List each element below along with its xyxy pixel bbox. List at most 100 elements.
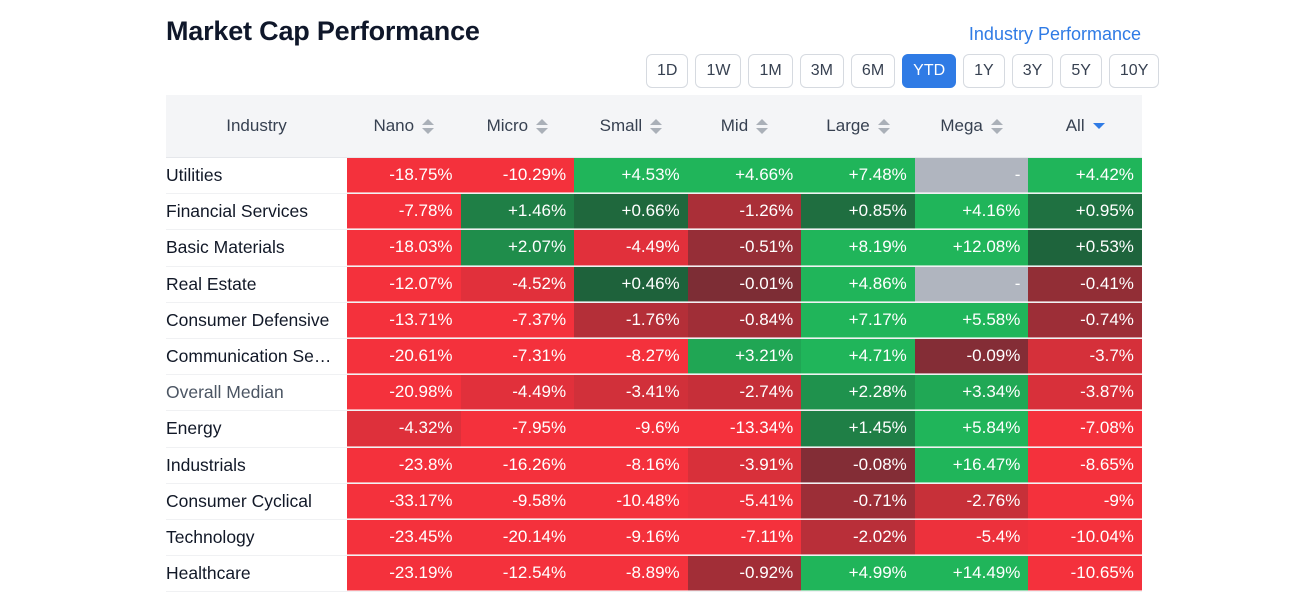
table-body: Utilities -18.75% -10.29% +4.53% +4.66% +7.48… <box>166 158 1142 593</box>
period-button-1y[interactable]: 1Y <box>963 54 1005 88</box>
column-header-mega[interactable]: Mega <box>915 95 1029 157</box>
row-label[interactable]: Industrials <box>166 454 246 475</box>
row-label[interactable]: Consumer Cyclical <box>166 490 312 511</box>
heatmap-cell: -0.74% <box>1028 302 1142 338</box>
period-button-6m[interactable]: 6M <box>850 54 896 88</box>
heatmap-cell: -23.19% <box>347 556 461 592</box>
heatmap-cell: -3.91% <box>687 447 802 483</box>
sort-arrows-icon[interactable] <box>1092 123 1105 129</box>
row-label[interactable]: Real Estate <box>166 273 257 294</box>
heatmap-cell: -2.74% <box>687 375 802 411</box>
sort-arrows-icon[interactable] <box>756 118 769 134</box>
row-label[interactable]: Utilities <box>166 165 223 186</box>
table-row: Consumer Defensive -13.71% -7.37% -1.76% -0.… <box>166 302 1142 339</box>
period-button-ytd[interactable]: YTD <box>902 54 957 88</box>
column-header-nano[interactable]: Nano <box>347 95 461 157</box>
heatmap-cell: -0.08% <box>801 447 915 483</box>
heatmap-cell: -9% <box>1028 483 1142 519</box>
heatmap-cell: -13.34% <box>687 411 802 447</box>
sort-arrows-icon[interactable] <box>536 118 549 134</box>
row-label[interactable]: Communication Se… <box>166 346 332 367</box>
heatmap-cell: -13.71% <box>347 302 461 338</box>
heatmap-cell: +0.46% <box>574 266 688 302</box>
column-header-micro[interactable]: Micro <box>461 95 575 157</box>
performance-heatmap: Industry Nano Micro Small Mid Large Mega All Ut… <box>166 95 1142 593</box>
sort-arrows-icon[interactable] <box>422 118 435 134</box>
heatmap-cell: -8.65% <box>1028 447 1142 483</box>
heatmap-cell: +2.28% <box>801 375 915 411</box>
column-header-small[interactable]: Small <box>574 95 688 157</box>
heatmap-cell: -0.51% <box>687 230 802 266</box>
row-label[interactable]: Technology <box>166 526 255 547</box>
heatmap-cell: -7.37% <box>460 302 575 338</box>
heatmap-cell: +3.21% <box>687 338 802 375</box>
heatmap-cell: -2.02% <box>801 519 915 556</box>
period-button-5y[interactable]: 5Y <box>1060 54 1102 88</box>
table-row: Communication Se… -20.61% -7.31% -8.27% +3.2… <box>166 338 1142 376</box>
heatmap-cell: -23.45% <box>347 519 461 556</box>
sort-arrows-icon[interactable] <box>990 118 1003 134</box>
table-row: Basic Materials -18.03% +2.07% -4.49% -0.51%… <box>166 230 1142 267</box>
row-label[interactable]: Consumer Defensive <box>166 309 330 330</box>
heatmap-cell: -1.76% <box>574 302 688 338</box>
heatmap-cell: -9.16% <box>574 519 688 556</box>
heatmap-cell: +14.49% <box>914 556 1029 592</box>
heatmap-cell: -3.7% <box>1028 338 1142 375</box>
heatmap-cell: -4.49% <box>574 230 688 266</box>
heatmap-cell: +4.71% <box>801 338 915 375</box>
heatmap-cell: -7.11% <box>687 519 802 556</box>
row-label[interactable]: Healthcare <box>166 563 251 584</box>
heatmap-cell: +2.07% <box>460 230 575 266</box>
column-header-label: Micro <box>486 116 529 135</box>
table-row: Healthcare -23.19% -12.54% -8.89% -0.92% +4.9… <box>166 556 1142 593</box>
sort-arrows-icon[interactable] <box>650 118 663 134</box>
row-label[interactable]: Basic Materials <box>166 237 285 258</box>
heatmap-cell: +3.34% <box>914 375 1029 411</box>
period-button-10y[interactable]: 10Y <box>1108 54 1160 88</box>
heatmap-cell: +4.99% <box>801 556 915 592</box>
column-header-mid[interactable]: Mid <box>688 95 802 157</box>
period-button-1m[interactable]: 1M <box>748 54 793 88</box>
period-button-1w[interactable]: 1W <box>695 54 742 88</box>
heatmap-cell: -9.58% <box>460 483 575 519</box>
heatmap-cell: +16.47% <box>914 447 1029 483</box>
heatmap-cell: -7.78% <box>347 194 461 230</box>
sort-arrows-icon[interactable] <box>877 118 890 134</box>
row-label[interactable]: Overall Median <box>166 382 284 403</box>
column-header-label: Mid <box>720 116 749 135</box>
heatmap-cell: -0.41% <box>1028 266 1142 302</box>
column-header-label: All <box>1065 116 1085 135</box>
heatmap-cell: -8.16% <box>574 447 688 483</box>
period-button-3m[interactable]: 3M <box>799 54 844 88</box>
heatmap-cell: +8.19% <box>801 230 915 266</box>
table-row: Financial Services -7.78% +1.46% +0.66% -1.2… <box>166 194 1142 231</box>
heatmap-cell: -10.48% <box>574 483 688 519</box>
heatmap-cell: +7.17% <box>801 302 915 338</box>
heatmap-cell: -10.65% <box>1028 556 1142 592</box>
row-label[interactable]: Energy <box>166 418 222 439</box>
period-button-3y[interactable]: 3Y <box>1011 54 1054 88</box>
heatmap-cell: +1.46% <box>460 194 575 230</box>
industry-performance-link[interactable]: Industry Performance <box>968 24 1141 44</box>
heatmap-cell: -16.26% <box>460 447 575 483</box>
row-label[interactable]: Financial Services <box>166 201 308 222</box>
table-row: Consumer Cyclical -33.17% -9.58% -10.48% -5.… <box>166 483 1142 520</box>
table-row: Overall Median -20.98% -4.49% -3.41% -2.74% +… <box>166 375 1142 412</box>
column-header-large[interactable]: Large <box>801 95 915 157</box>
period-button-1d[interactable]: 1D <box>646 54 689 88</box>
column-header-label: Small <box>599 116 643 135</box>
heatmap-cell: -3.87% <box>1028 375 1142 411</box>
heatmap-cell: -3.41% <box>574 375 688 411</box>
heatmap-cell: -5.4% <box>914 519 1029 556</box>
heatmap-cell: -20.61% <box>347 338 461 375</box>
heatmap-cell: -8.27% <box>574 338 688 375</box>
heatmap-cell: -2.76% <box>914 483 1029 519</box>
column-header-all[interactable]: All <box>1028 95 1142 157</box>
heatmap-cell: +5.84% <box>914 411 1029 447</box>
period-selector: 1D 1W 1M 3M 6M YTD 1Y 3Y 5Y 10Y <box>646 54 1160 88</box>
heatmap-cell: -0.01% <box>687 266 802 302</box>
heatmap-cell: -5.41% <box>687 483 802 519</box>
heatmap-cell: +4.16% <box>914 194 1029 230</box>
column-header-industry[interactable]: Industry <box>166 95 347 157</box>
page-title: Market Cap Performance <box>166 16 480 46</box>
